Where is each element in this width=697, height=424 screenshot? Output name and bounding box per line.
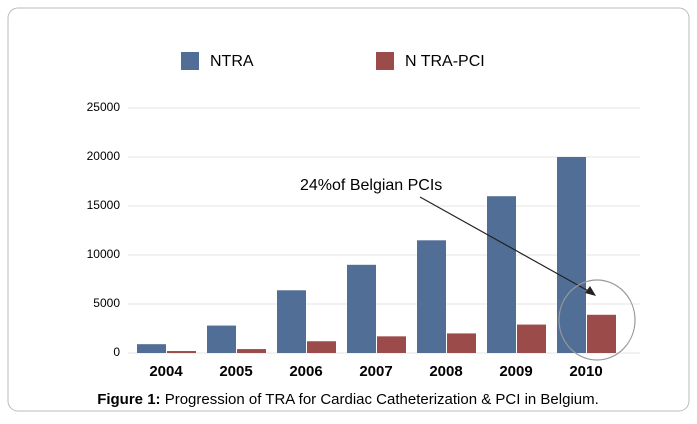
bar	[517, 324, 546, 353]
x-tick-label: 2007	[359, 363, 392, 380]
frame	[7, 7, 690, 412]
bar	[307, 341, 336, 353]
legend-swatch	[181, 52, 199, 70]
caption: Figure 1: Progression of TRA for Cardiac…	[97, 391, 599, 408]
x-tick-label: 2009	[499, 363, 532, 380]
caption-label: Figure 1:	[97, 391, 160, 408]
y-tick-label: 15000	[87, 198, 121, 212]
y-tick-label: 20000	[87, 149, 121, 163]
y-tick-label: 5000	[93, 296, 120, 310]
arrow-head	[585, 286, 596, 296]
bar	[137, 344, 166, 353]
bar	[557, 157, 586, 353]
bar	[237, 349, 266, 353]
bar	[587, 314, 616, 353]
bar	[347, 264, 376, 353]
x-tick-label: 2005	[219, 363, 252, 380]
x-tick-label: 2006	[289, 363, 322, 380]
x-tick-label: 2004	[149, 363, 183, 380]
bar	[447, 333, 476, 353]
annotation: 24%of Belgian PCIs	[300, 177, 442, 194]
arrow	[419, 196, 593, 294]
legend-label: N TRA-PCI	[405, 53, 485, 70]
bar	[167, 351, 196, 353]
x-tick-label: 2010	[569, 363, 602, 380]
y-tick-label: 10000	[87, 247, 121, 261]
bar	[417, 240, 446, 353]
y-tick-label: 25000	[87, 100, 121, 114]
caption-text: Progression of TRA for Cardiac Catheteri…	[161, 391, 599, 408]
legend-swatch	[376, 52, 394, 70]
highlight-circle	[558, 279, 636, 361]
legend-label: NTRA	[210, 53, 254, 70]
bar	[487, 196, 516, 353]
x-tick-label: 2008	[429, 363, 462, 380]
bar	[207, 325, 236, 353]
bar	[277, 290, 306, 353]
bar	[377, 336, 406, 353]
y-tick-label: 0	[113, 345, 120, 359]
